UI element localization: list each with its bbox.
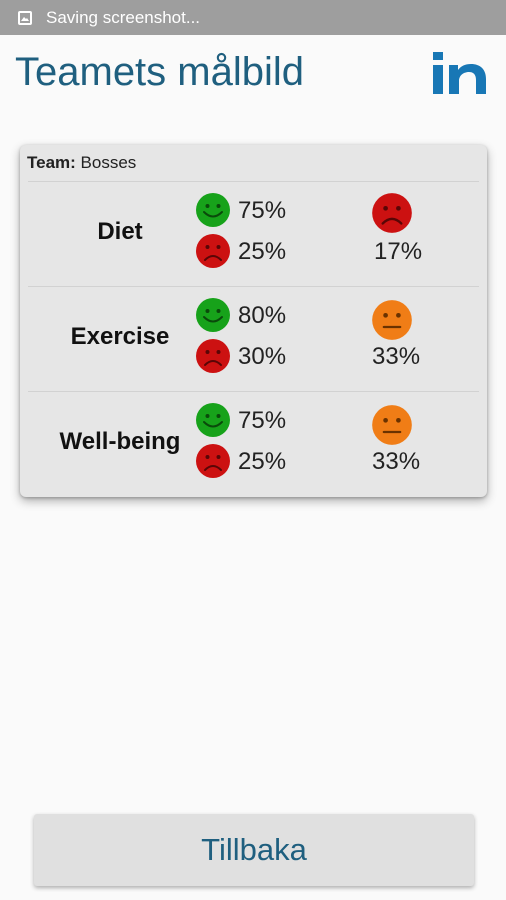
- status-text: Saving screenshot...: [46, 7, 201, 27]
- divider: [28, 181, 479, 182]
- sad-face-icon: [196, 234, 230, 268]
- divider: [28, 286, 479, 287]
- sad-face-icon: [196, 339, 230, 373]
- team-goals-card: Team: Bosses Diet 75% 25% 17%: [20, 145, 487, 497]
- overall-percent: 33%: [372, 343, 421, 370]
- sad-percent: 25%: [238, 238, 287, 265]
- category-label: Well-being: [59, 428, 181, 455]
- goal-row-diet[interactable]: Diet 75% 25% 17%: [20, 182, 487, 287]
- happy-face-icon: [196, 193, 230, 227]
- happy-face-icon: [196, 403, 230, 437]
- team-line: Team: Bosses: [27, 153, 136, 173]
- happy-percent: 80%: [238, 302, 287, 329]
- category-label: Diet: [97, 218, 143, 245]
- sad-percent: 25%: [238, 448, 287, 475]
- back-button[interactable]: Tillbaka: [34, 814, 474, 886]
- overall-sad-face-icon: [372, 193, 412, 233]
- sad-percent: 30%: [238, 343, 287, 370]
- team-label: Team:: [27, 153, 76, 172]
- overall-neutral-face-icon: [372, 405, 412, 445]
- app-logo: [431, 52, 489, 96]
- screenshot-icon: [18, 10, 32, 25]
- happy-percent: 75%: [238, 407, 287, 434]
- overall-neutral-face-icon: [372, 300, 412, 340]
- goal-row-exercise[interactable]: Exercise 80% 30% 33%: [20, 287, 487, 392]
- category-label: Exercise: [70, 323, 170, 350]
- overall-percent: 33%: [372, 448, 421, 475]
- happy-percent: 75%: [238, 197, 287, 224]
- sad-face-icon: [196, 444, 230, 478]
- divider: [28, 391, 479, 392]
- happy-face-icon: [196, 298, 230, 332]
- overall-percent: 17%: [374, 238, 423, 265]
- team-name: Bosses: [80, 153, 137, 172]
- goal-row-well-being[interactable]: Well-being 75% 25% 33%: [20, 392, 487, 497]
- page-title: Teamets målbild: [15, 50, 305, 94]
- status-bar: Saving screenshot...: [0, 0, 506, 35]
